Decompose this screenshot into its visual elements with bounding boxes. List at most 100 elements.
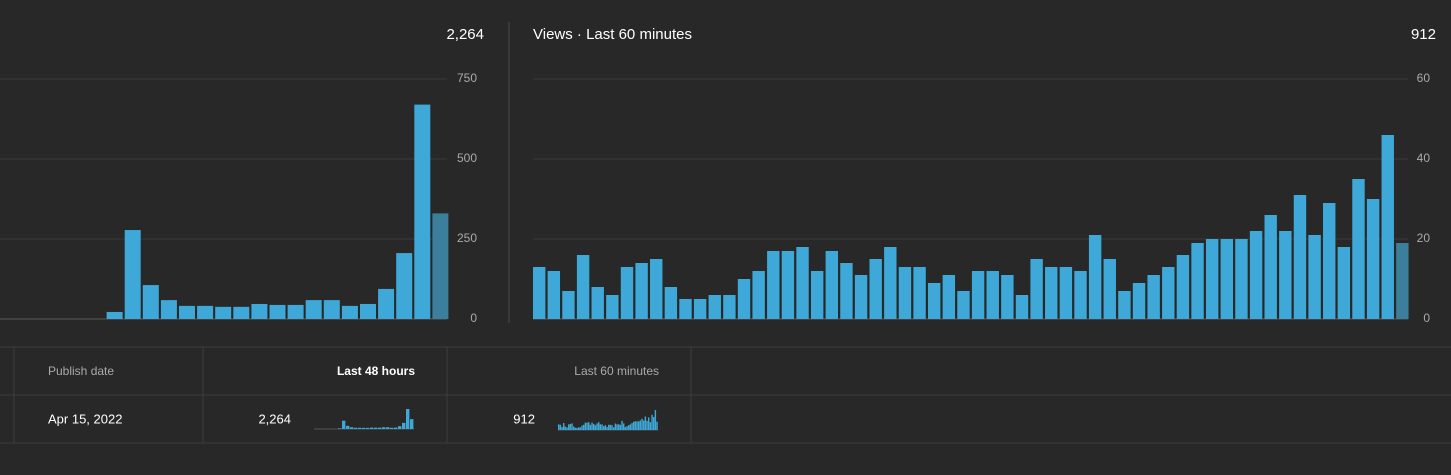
bar <box>378 288 395 319</box>
sparkline-bar <box>578 427 580 430</box>
sparkline-bar <box>366 427 370 429</box>
sparkline-bar <box>594 425 597 430</box>
bar <box>679 299 692 319</box>
bar <box>854 275 868 319</box>
bar <box>957 291 970 319</box>
sparkline-bar <box>579 427 582 430</box>
y-tick-label: 20 <box>1417 231 1431 245</box>
sparkline-bar <box>646 420 648 430</box>
bar <box>869 259 882 319</box>
sparkline-bar <box>576 427 578 430</box>
sparkline-bar <box>573 426 575 430</box>
bar <box>533 267 546 319</box>
bar <box>693 299 707 319</box>
bar <box>1147 275 1160 319</box>
column-header[interactable]: Last 60 minutes <box>574 364 659 378</box>
sparkline-bar <box>410 419 414 429</box>
bar <box>1162 267 1175 319</box>
chart-total: 2,264 <box>446 26 484 43</box>
bar <box>810 271 824 319</box>
column-header[interactable]: Publish date <box>48 364 114 378</box>
bar <box>1176 255 1190 319</box>
bar <box>1264 215 1277 319</box>
bar <box>898 267 912 319</box>
bar <box>124 230 141 319</box>
cell: Apr 15, 2022 <box>48 411 122 426</box>
y-tick-label: 0 <box>470 311 477 325</box>
sparkline-bar <box>566 427 568 430</box>
sparkline-bar <box>593 423 595 430</box>
bar <box>1045 267 1058 319</box>
bar <box>1249 231 1263 319</box>
bar <box>942 275 956 319</box>
bar <box>287 304 304 319</box>
sparkline-bar <box>374 427 378 429</box>
bar <box>414 104 431 319</box>
sparkline-bar <box>596 423 598 430</box>
sparkline-bar <box>581 425 583 430</box>
bar <box>825 251 838 319</box>
bar <box>606 295 619 319</box>
bar <box>1205 239 1219 319</box>
sparkline-bar <box>649 422 652 430</box>
bar <box>1118 291 1131 319</box>
bar <box>971 271 985 319</box>
sparkline-bar <box>648 417 650 430</box>
sparkline-bar <box>603 426 605 430</box>
column-header[interactable]: Last 48 hours <box>337 364 415 378</box>
sparkline-bar <box>583 424 585 430</box>
sparkline-bar <box>611 425 613 430</box>
bar <box>269 304 286 319</box>
bar <box>723 295 736 319</box>
sparkline-bar <box>623 423 625 430</box>
sparkline-bar <box>398 426 402 429</box>
sparkline-bar <box>624 426 627 430</box>
sparkline-bar <box>614 423 617 430</box>
cell: 912 <box>513 411 535 426</box>
bar <box>1235 239 1248 319</box>
sparkline-bar <box>558 424 560 430</box>
bar <box>737 279 751 319</box>
sparkline-bar <box>629 424 632 430</box>
bar <box>160 300 177 319</box>
sparkline-bar <box>604 425 607 430</box>
sparkline-bar <box>342 420 346 429</box>
sparkline-bar <box>598 422 600 430</box>
chart-title: Views · Last 60 minutes <box>533 26 692 43</box>
sparkline-bar <box>599 424 602 430</box>
bar <box>1074 271 1087 319</box>
bar <box>215 306 232 319</box>
sparkline-bar <box>653 416 655 430</box>
sparkline-bar <box>651 414 653 430</box>
bar <box>708 295 721 319</box>
sparkline-bar <box>563 423 565 430</box>
bar <box>1366 199 1380 319</box>
bar <box>341 305 358 319</box>
sparkline-bar <box>378 427 382 429</box>
bar <box>1323 203 1336 319</box>
bar <box>752 271 765 319</box>
bar <box>576 255 590 319</box>
bar <box>1352 179 1365 319</box>
sparkline-bar <box>589 424 592 430</box>
bar <box>986 271 999 319</box>
sparkline-bar <box>628 425 630 430</box>
bar <box>1293 195 1307 319</box>
sparkline-bar <box>588 422 590 430</box>
sparkline-bar <box>358 427 362 429</box>
sparkline-bar <box>626 426 628 430</box>
sparkline-bar <box>586 422 588 430</box>
sparkline-bar <box>354 427 358 429</box>
sparkline-bar <box>639 420 642 430</box>
y-tick-label: 40 <box>1417 151 1431 165</box>
bar <box>396 253 413 319</box>
bar <box>1030 259 1043 319</box>
bar <box>664 287 678 319</box>
bar <box>1279 231 1292 319</box>
bar <box>1088 235 1102 319</box>
sparkline-bar <box>390 427 394 429</box>
bar <box>1308 235 1321 319</box>
bar <box>106 311 123 319</box>
sparkline-bar <box>584 422 587 430</box>
